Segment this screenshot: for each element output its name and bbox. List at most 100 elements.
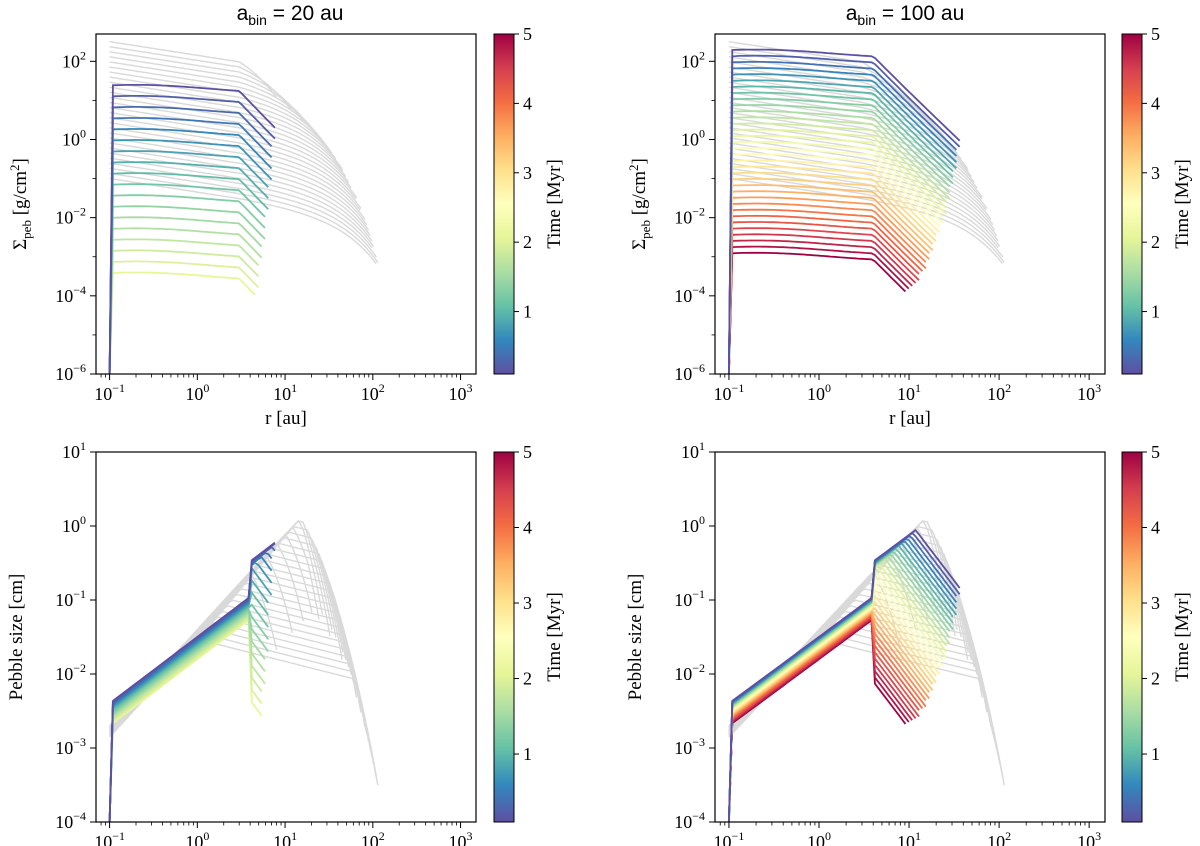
time-curve [108,95,276,374]
colorbar-tick-label: 1 [523,744,532,764]
x-tick-label: 10−1 [714,381,745,404]
time-curve [108,117,273,374]
colorbar-tick-label: 3 [523,163,532,183]
time-curve [108,139,273,374]
time-curve [108,603,270,822]
y-tick-label: 10−4 [55,809,86,832]
grey-curve [728,142,996,231]
grey-curve [109,554,350,731]
time-curve [728,79,958,374]
x-tick-label: 103 [449,381,473,404]
time-curve [728,251,907,374]
colorbar-tick-label: 4 [1151,518,1160,538]
x-tick-label: 102 [361,381,385,404]
time-curve [728,239,913,374]
time-curve [108,194,266,374]
x-axis-label: r [au] [265,408,307,429]
grey-curve [728,554,975,731]
y-tick-label: 10−4 [55,283,86,306]
colorbar-tick-label: 2 [1151,232,1160,252]
time-curve [728,104,951,374]
colorbar [493,33,515,375]
x-tick-label: 103 [1077,381,1101,404]
grey-curve [728,172,1005,263]
time-curve [108,607,270,822]
y-tick-label: 10−6 [674,361,705,384]
time-curve [108,614,263,822]
y-tick-label: 10−4 [674,283,705,306]
colorbar-tick-label: 2 [523,669,532,689]
time-curve [108,608,270,822]
y-tick-label: 10−6 [55,361,86,384]
panel-bottom-right: 10−110010110210310−410−310−210−1100101r … [625,439,1193,846]
time-curve [728,208,927,374]
y-axis-label: Pebble size [cm] [625,574,646,701]
time-curve [728,110,951,374]
colorbar-tick-label: 4 [523,93,532,113]
time-curve [728,153,941,374]
y-axis-label: Σpeb [g/cm2] [7,158,34,250]
colorbar-tick-label: 1 [1151,744,1160,764]
colorbar-label: Time [Myr] [1172,159,1193,249]
grey-curve [109,61,320,138]
time-curve [728,202,927,374]
y-tick-label: 10−2 [674,661,705,684]
colorbar-label: Time [Myr] [1172,592,1193,682]
colorbar-tick-label: 3 [1151,593,1160,613]
colorbar [493,451,515,823]
curves [728,519,1005,822]
grey-curve [728,162,999,249]
time-curve [108,172,269,374]
x-tick-label: 101 [273,829,297,846]
axes-frame [95,451,477,823]
time-curve [108,271,256,374]
time-curve [108,216,263,374]
curves [728,40,1005,374]
time-curve [728,227,920,374]
grey-curve [109,51,304,122]
time-curve [108,106,273,374]
time-curve [108,205,266,374]
time-curve [728,97,954,374]
x-tick-label: 103 [449,829,473,846]
colorbar-label: Time [Myr] [544,592,565,682]
x-tick-label: 10−1 [714,829,745,846]
time-curve [728,221,920,374]
time-curve [728,233,917,374]
time-curve [108,238,260,374]
time-curve [728,214,924,374]
grey-curve [109,101,350,183]
y-tick-label: 100 [62,513,86,536]
time-curve [728,184,934,374]
x-tick-label: 100 [185,829,209,846]
x-tick-label: 10−1 [94,381,125,404]
grey-curve [109,106,352,189]
time-curve [108,150,269,374]
x-tick-label: 101 [273,381,297,404]
colorbar-tick-label: 3 [523,593,532,613]
y-tick-label: 10−1 [674,587,705,610]
x-tick-label: 101 [897,381,921,404]
grey-curve [109,86,343,170]
grey-curve [728,106,978,189]
y-tick-label: 100 [62,126,86,149]
colorbar [1121,451,1143,823]
grey-curve [109,81,337,160]
y-tick-label: 100 [681,126,705,149]
grey-curve [728,167,1004,258]
colorbar-tick-label: 4 [1151,93,1160,113]
grey-curve [109,152,373,242]
grey-curve [109,46,293,113]
y-tick-label: 10−4 [674,809,705,832]
time-curve [108,616,263,822]
time-curve [108,541,276,822]
title-left: abin = 20 au [237,2,344,28]
x-tick-label: 102 [361,829,385,846]
axes-frame [714,33,1106,375]
grey-curve [728,81,962,160]
grey-curve [728,633,1005,786]
grey-curve [109,66,323,142]
time-curve [108,128,273,374]
time-curve [728,134,947,374]
